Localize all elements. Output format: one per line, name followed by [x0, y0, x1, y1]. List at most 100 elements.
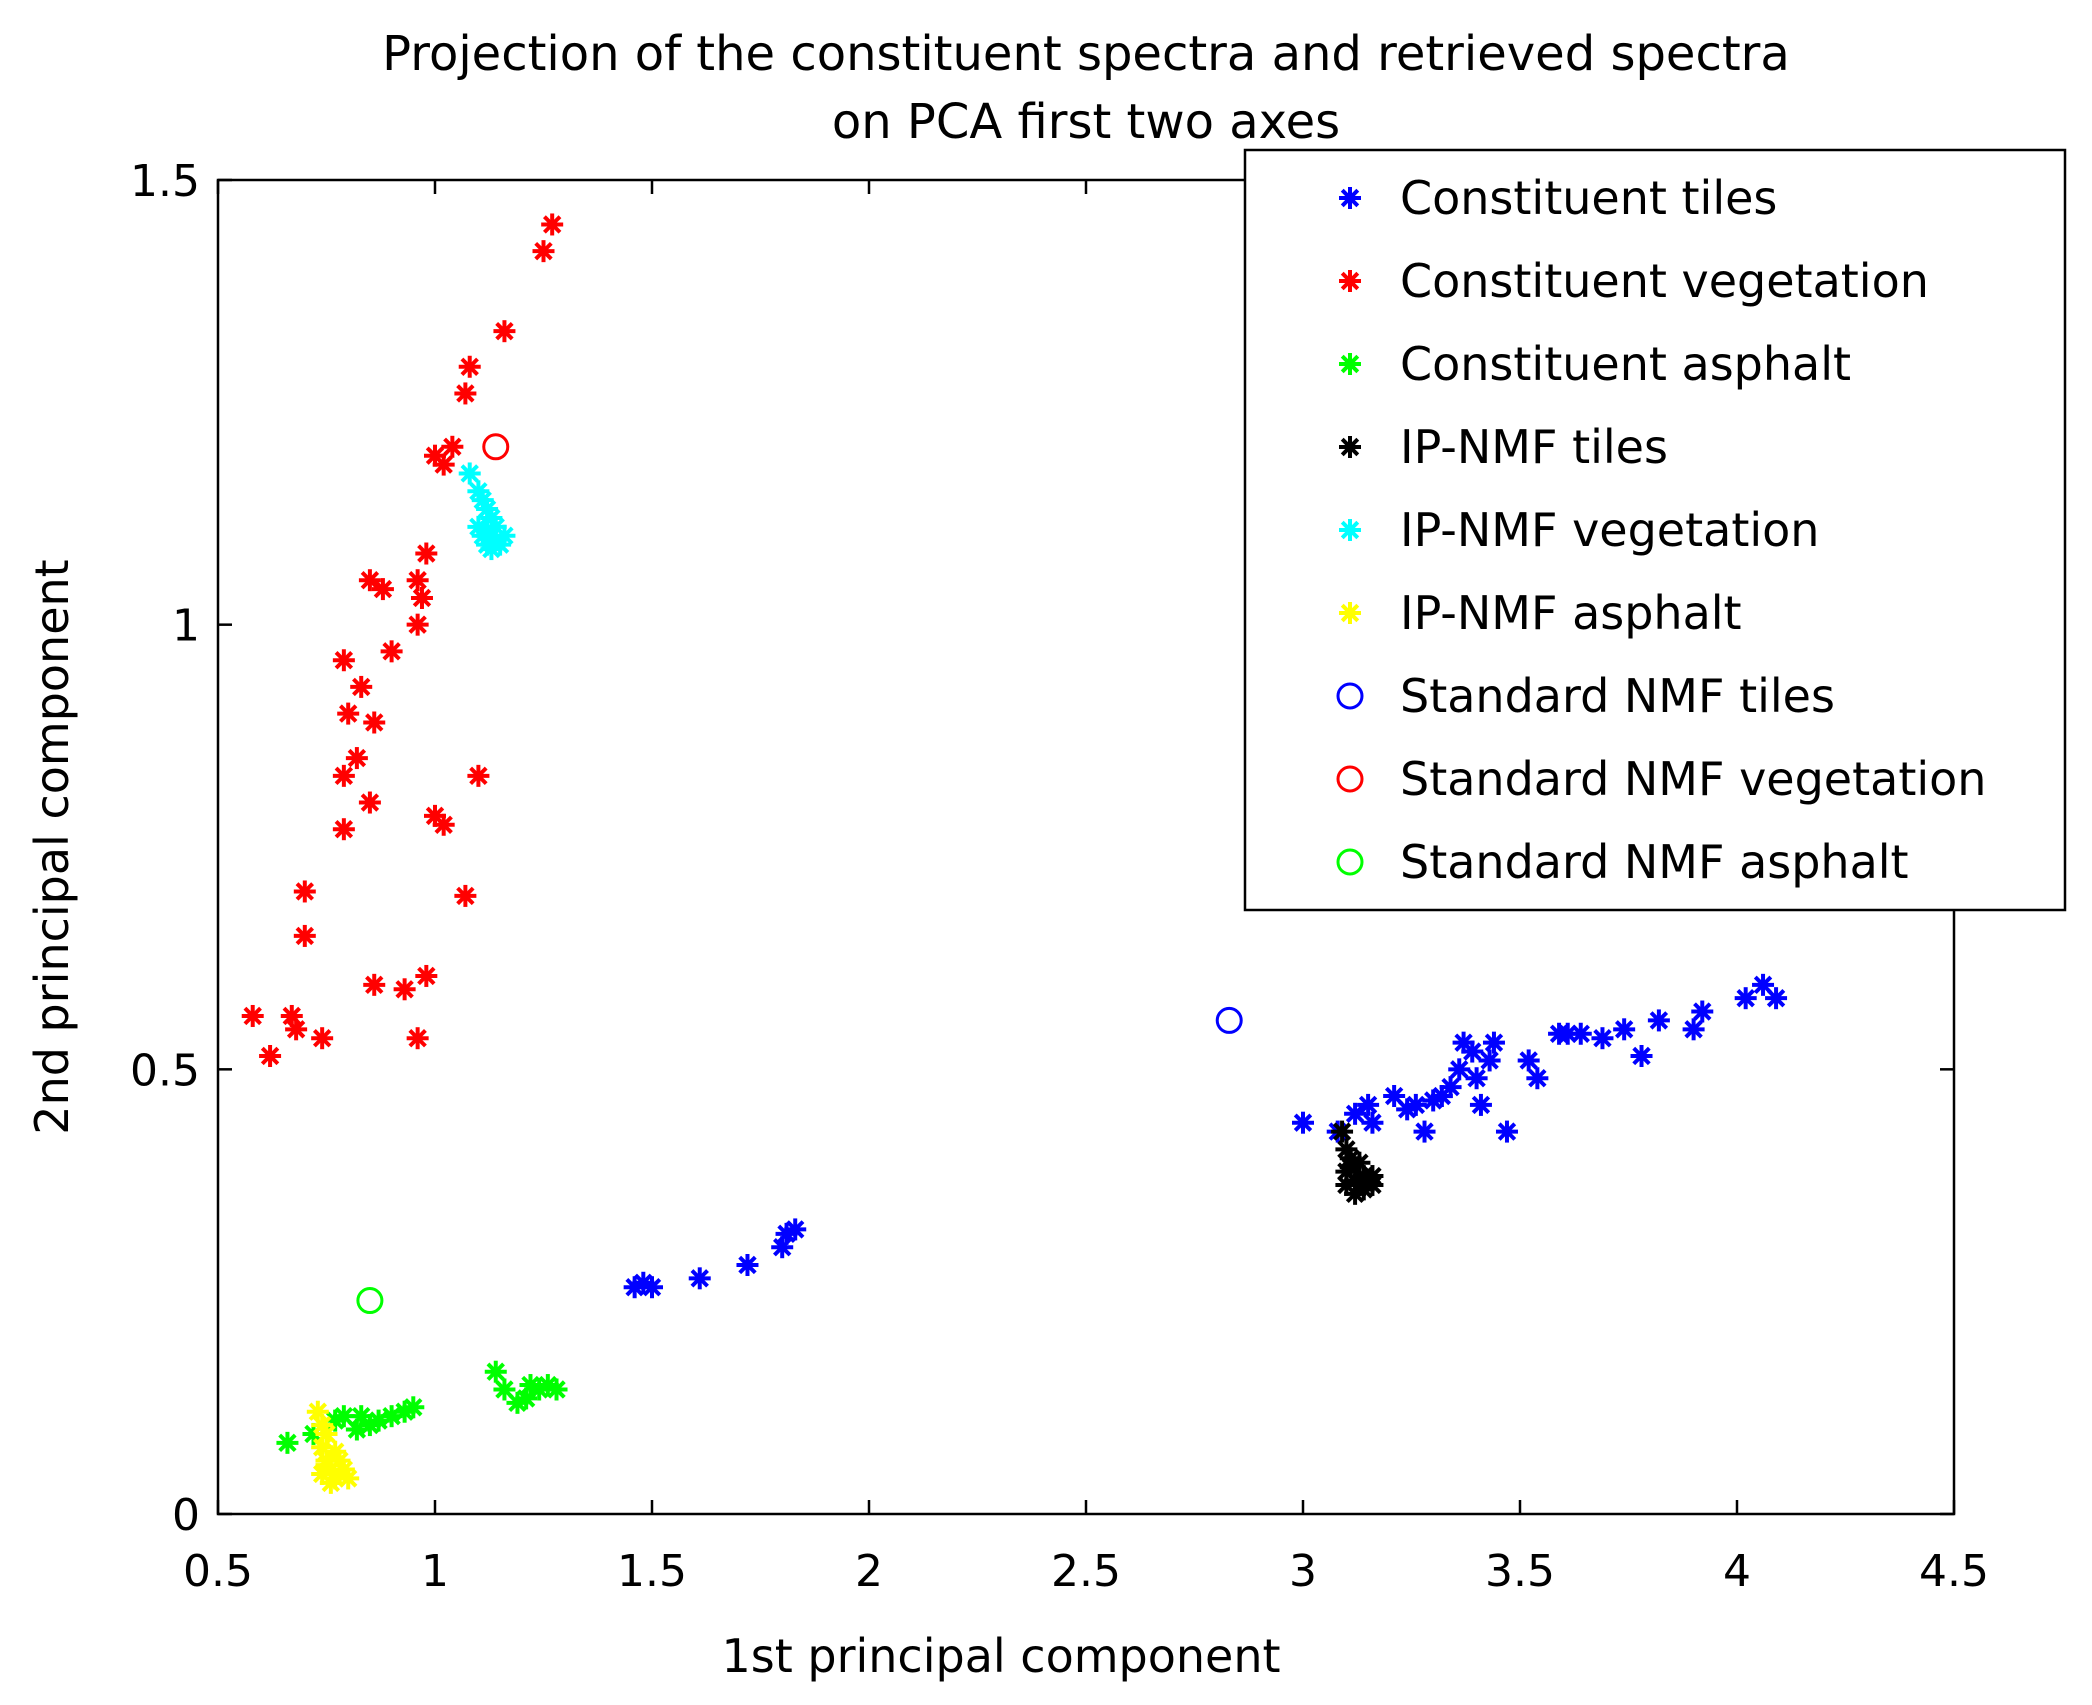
legend-label-ip-nmf-tiles: IP-NMF tiles [1400, 420, 1668, 474]
ip-nmf-tiles-point-14 [1335, 1173, 1358, 1196]
chart-title-line1: Projection of the constituent spectra an… [382, 26, 1790, 82]
series-standard-nmf-vegetation [482, 433, 510, 461]
constituent-vegetation-point-33 [441, 435, 464, 458]
constituent-tiles-point-14 [1383, 1085, 1406, 1108]
constituent-vegetation-point-23 [406, 613, 429, 636]
constituent-vegetation-point-9 [332, 764, 355, 787]
constituent-tiles-point-37 [1647, 1009, 1670, 1032]
standard-nmf-vegetation-point-1 [482, 433, 510, 461]
constituent-vegetation-point-38 [541, 213, 564, 236]
constituent-vegetation-point-10 [337, 702, 360, 725]
constituent-tiles-point-27 [1482, 1031, 1505, 1054]
chart-title-line2: on PCA first two axes [832, 94, 1340, 150]
constituent-asphalt-point-19 [545, 1378, 568, 1401]
constituent-tiles-point-33 [1569, 1022, 1592, 1045]
ip-nmf-tiles-point-13 [1348, 1151, 1371, 1174]
constituent-vegetation-point-28 [432, 813, 455, 836]
constituent-tiles-point-42 [1765, 987, 1788, 1010]
ip-nmf-tiles-point-15 [1361, 1173, 1384, 1196]
series-constituent-asphalt [276, 1360, 568, 1454]
legend: Constituent tiles Constituent vegetation C… [1243, 148, 2067, 912]
y-tick-label: 1 [172, 601, 200, 652]
legend-label-ip-nmf-vegetation: IP-NMF vegetation [1400, 503, 1819, 557]
x-tick-label: 3.5 [1485, 1546, 1555, 1597]
x-tick-label: 0.5 [183, 1546, 253, 1597]
legend-marker-ip-nmf-asphalt [1339, 602, 1361, 624]
constituent-tiles-point-38 [1682, 1018, 1705, 1041]
legend-label-constituent-tiles: Constituent tiles [1400, 171, 1777, 225]
constituent-tiles-point-20 [1439, 1076, 1462, 1099]
legend-marker-ip-nmf-tiles [1339, 436, 1361, 458]
ip-nmf-tiles-point-1 [1331, 1120, 1354, 1143]
legend-marker-ip-nmf-vegetation [1339, 519, 1361, 541]
constituent-tiles-point-16 [1404, 1093, 1427, 1116]
constituent-vegetation-point-6 [293, 880, 316, 903]
ip-nmf-asphalt-point-15 [337, 1467, 360, 1490]
series-constituent-vegetation [241, 213, 564, 1067]
constituent-tiles-point-35 [1613, 1018, 1636, 1041]
legend-marker-standard-nmf-asphalt [1336, 848, 1364, 876]
series-ip-nmf-asphalt [306, 1400, 360, 1494]
constituent-tiles-point-28 [1495, 1120, 1518, 1143]
constituent-vegetation-point-20 [358, 569, 381, 592]
constituent-tiles-point-41 [1752, 973, 1775, 996]
constituent-vegetation-point-18 [406, 1027, 429, 1050]
constituent-tiles-point-30 [1526, 1067, 1549, 1090]
ip-nmf-vegetation-point-1 [458, 462, 481, 485]
constituent-tiles-point-36 [1630, 1044, 1653, 1067]
constituent-tiles-point-13 [1361, 1111, 1384, 1134]
x-tick-label: 2 [855, 1546, 883, 1597]
constituent-vegetation-point-12 [350, 675, 373, 698]
constituent-vegetation-point-16 [363, 973, 386, 996]
constituent-tiles-point-23 [1461, 1040, 1484, 1063]
constituent-vegetation-point-15 [363, 711, 386, 734]
constituent-vegetation-point-24 [410, 586, 433, 609]
legend-marker-constituent-asphalt [1339, 353, 1361, 375]
legend-label-standard-nmf-vegetation: Standard NMF vegetation [1400, 752, 1986, 806]
y-tick-label: 0 [172, 1490, 200, 1541]
constituent-tiles-point-29 [1517, 1049, 1540, 1072]
legend-label-standard-nmf-tiles: Standard NMF tiles [1400, 669, 1835, 723]
constituent-vegetation-point-8 [332, 818, 355, 841]
constituent-tiles-point-24 [1465, 1067, 1488, 1090]
ip-nmf-vegetation-point-15 [480, 538, 503, 561]
series-constituent-tiles [623, 973, 1788, 1299]
constituent-vegetation-point-13 [332, 649, 355, 672]
constituent-vegetation-point-2 [259, 1044, 282, 1067]
x-tick-label: 4 [1723, 1546, 1751, 1597]
constituent-vegetation-point-32 [432, 453, 455, 476]
y-tick-label: 0.5 [130, 1045, 200, 1096]
series-standard-nmf-asphalt [356, 1287, 384, 1315]
constituent-vegetation-point-29 [454, 884, 477, 907]
legend-marker-standard-nmf-vegetation [1336, 765, 1364, 793]
y-axis-label: 2nd principal component [25, 559, 79, 1134]
legend-marker-constituent-tiles [1339, 187, 1361, 209]
constituent-tiles-point-25 [1469, 1093, 1492, 1116]
constituent-vegetation-point-17 [393, 978, 416, 1001]
constituent-vegetation-point-5 [311, 1027, 334, 1050]
constituent-tiles-point-3 [641, 1276, 663, 1299]
ip-nmf-asphalt-point-11 [319, 1471, 342, 1494]
constituent-tiles-point-9 [1292, 1111, 1314, 1134]
series-ip-nmf-vegetation [458, 462, 516, 561]
legend-label-constituent-asphalt: Constituent asphalt [1400, 337, 1851, 391]
constituent-vegetation-point-26 [415, 542, 438, 565]
constituent-tiles-point-5 [736, 1253, 759, 1276]
constituent-tiles-point-39 [1691, 1000, 1714, 1023]
x-axis-label: 1st principal component [721, 1629, 1280, 1683]
ip-nmf-vegetation-point-14 [476, 520, 499, 543]
constituent-asphalt-point-11 [402, 1396, 425, 1419]
legend-label-standard-nmf-asphalt: Standard NMF asphalt [1400, 835, 1909, 889]
constituent-tiles-point-26 [1478, 1049, 1501, 1072]
constituent-vegetation-point-14 [358, 791, 381, 814]
legend-box [1243, 148, 2067, 912]
x-tick-label: 1 [421, 1546, 449, 1597]
constituent-vegetation-point-4 [285, 1018, 308, 1041]
constituent-vegetation-point-11 [345, 747, 368, 770]
constituent-asphalt-point-1 [276, 1431, 299, 1454]
standard-nmf-tiles-point-1 [1215, 1006, 1243, 1034]
constituent-vegetation-point-21 [371, 578, 394, 601]
constituent-tiles-point-17 [1413, 1120, 1436, 1143]
constituent-tiles-point-8 [784, 1218, 807, 1241]
